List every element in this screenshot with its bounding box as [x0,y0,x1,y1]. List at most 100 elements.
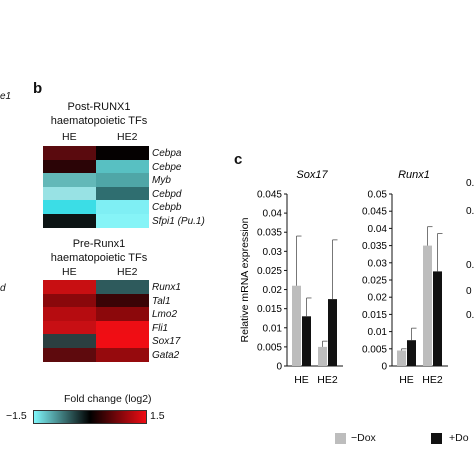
y-tick-label: 0.05 [368,190,388,201]
colorbar-label: Fold change (log2) [64,393,152,405]
x-tick-label: HE2 [422,374,443,386]
post-heatmap-cell [96,186,149,201]
pre-runx1-heatmap [43,280,149,362]
bar [328,299,337,366]
y-tick-label: 0.01 [368,327,388,338]
y-tick-label: 0.025 [257,266,282,277]
legend-plus-swatch [431,433,442,444]
y-tick-label: 0.02 [368,293,388,304]
pre-gene-label: Sox17 [152,336,181,347]
pre-heatmap-cell [43,334,96,348]
post-heatmap-cell [96,213,149,228]
y-tick-label: 0.045 [362,207,387,218]
third-axis-tick-label: 0 [466,286,472,297]
legend-minus-swatch [335,433,346,444]
post-gene-label: Sfpi1 (Pu.1) [152,215,205,227]
post-heatmap-cell [43,146,96,160]
x-tick-label: HE [399,374,414,386]
post-heatmap-cell [43,186,96,201]
third-axis-tick-label: 0. [466,178,474,189]
panel-b-letter: b [33,80,43,97]
y-tick-label: 0.02 [263,285,283,296]
post-runx1-title-line1: Post-RUNX1 [67,101,131,113]
third-axis-tick-label: 0.0 [466,310,474,321]
post-runx1-gene-labels: Cebpa Cebpe Myb Cebpd Cebpb Sfpi1 (Pu.1) [152,147,205,228]
pre-heatmap-cell [43,293,96,308]
bar [397,350,406,366]
y-tick-label: 0.04 [263,209,283,220]
post-runx1-title-line2: haematopoietic TFs [50,115,148,127]
pre-runx1-gene-labels: Runx1 Tal1 Lmo2 Fli1 Sox17 Gata2 [152,281,181,362]
colorbar [33,410,147,424]
y-axis-label: Relative mRNA expression [239,217,251,342]
pre-gene-label: Fli1 [152,322,169,334]
bar [423,245,432,366]
left-edge-fragment-2: d [0,283,6,294]
chart-title: Sox17 [296,169,328,181]
post-heatmap-cell [96,173,149,187]
colorbar-min-label: −1.5 [6,410,27,422]
post-heatmap-cell [43,159,96,174]
pre-gene-label: Runx1 [152,282,181,293]
bar [318,346,327,366]
y-tick-label: 0 [276,362,282,373]
y-tick-label: 0.035 [257,228,282,239]
pre-runx1-title-line1: Pre-Runx1 [72,238,126,250]
post-heatmap-cell [43,173,96,187]
post-gene-label: Cebpa [152,148,182,159]
pre-col-he2: HE2 [117,266,138,278]
bar [292,285,301,366]
post-heatmap-cell [96,159,149,174]
pre-heatmap-cell [96,347,149,362]
left-edge-fragment-1: e1 [0,91,12,102]
y-tick-label: 0.015 [257,304,282,315]
pre-gene-label: Lmo2 [152,309,178,320]
legend-plus-label: +Do [449,432,469,444]
pre-runx1-title-line2: haematopoietic TFs [50,252,148,264]
post-gene-label: Cebpb [152,202,182,213]
third-axis-tick-label: 0.0 [466,260,474,271]
third-axis-tick-label: 0.0 [466,206,474,217]
x-tick-label: HE2 [317,374,338,386]
y-tick-label: 0.005 [257,342,282,353]
pre-heatmap-cell [96,293,149,308]
pre-col-he: HE [62,266,77,278]
y-tick-label: 0.035 [362,241,387,252]
y-tick-label: 0.03 [368,258,388,269]
y-tick-label: 0.04 [368,224,388,235]
post-heatmap-cell [43,213,96,228]
y-tick-label: 0.005 [362,344,387,355]
pre-heatmap-cell [96,320,149,335]
colorbar-max-label: 1.5 [150,410,165,422]
pre-heatmap-cell [96,307,149,321]
pre-runx1-title: Pre-Runx1 haematopoietic TFs [42,237,156,265]
post-gene-label: Myb [152,175,171,186]
post-gene-label: Cebpd [152,188,182,200]
pre-heatmap-cell [43,307,96,321]
pre-heatmap-cell [96,334,149,348]
pre-heatmap-cell [96,280,149,294]
post-heatmap-cell [96,146,149,160]
post-runx1-heatmap [43,146,149,228]
pre-heatmap-cell [43,320,96,335]
y-tick-label: 0.03 [263,247,283,258]
chart-title: Runx1 [398,169,430,181]
bar [407,340,416,366]
bar [433,271,442,366]
pre-gene-label: Gata2 [152,349,180,361]
post-gene-label: Cebpe [152,161,182,173]
x-tick-label: HE [294,374,309,386]
pre-heatmap-cell [43,347,96,362]
post-heatmap-cell [96,200,149,214]
y-tick-label: 0.045 [257,190,282,201]
y-tick-label: 0 [381,362,387,373]
legend-minus-label: −Dox [351,432,376,444]
y-tick-label: 0.015 [362,310,387,321]
pre-gene-label: Tal1 [152,295,171,307]
bar [302,316,311,366]
post-col-he2: HE2 [117,131,138,143]
post-col-he: HE [62,131,77,143]
panel-c-letter: c [234,151,243,168]
pre-heatmap-cell [43,280,96,294]
